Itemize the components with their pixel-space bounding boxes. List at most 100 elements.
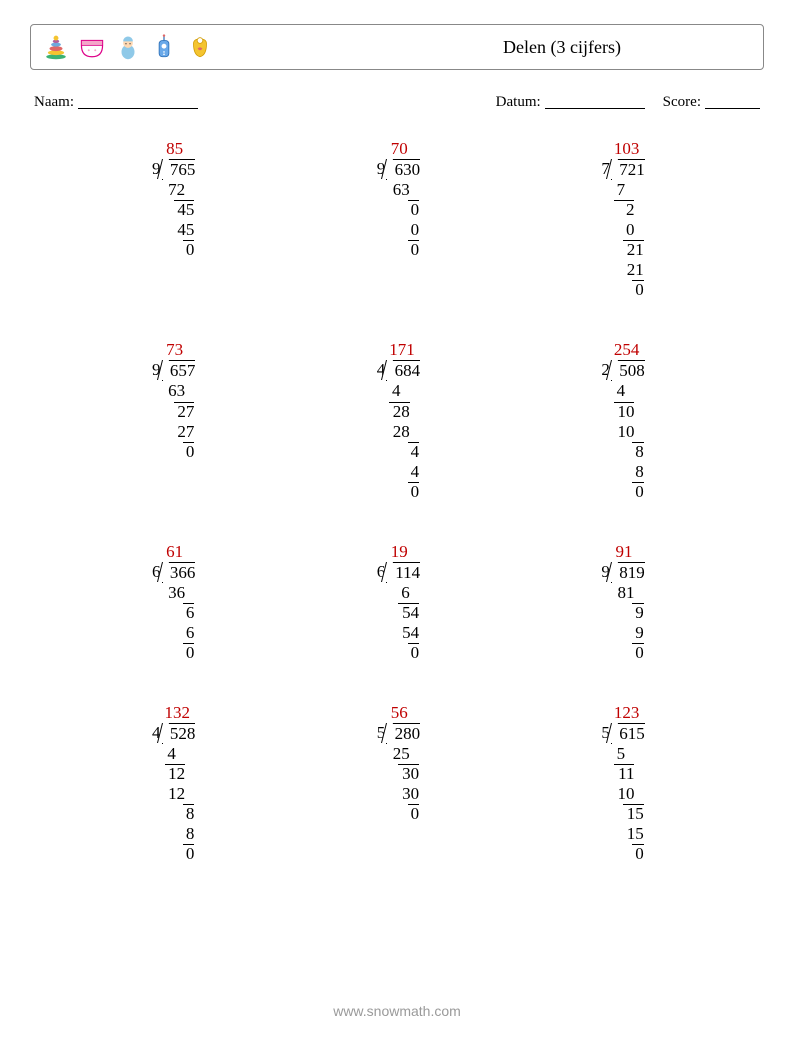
step-line: 8 [610,462,644,482]
step-line: 4 [385,442,419,462]
work-steps: 41010880 [610,381,644,501]
division-problem: 70963063000 [295,139,500,300]
step-line: 8 [161,804,195,824]
step-line: 36 [161,583,195,603]
step-line: 27 [161,402,195,422]
dividend: 630 [390,160,420,180]
step-line: 0 [610,220,644,240]
date-blank[interactable] [545,94,645,109]
division-problem: 103772172021210 [519,139,724,300]
quotient: 132 [149,703,183,723]
step-line: 15 [610,824,644,844]
date-label: Datum: [496,94,541,111]
work-steps: 42828440 [385,381,419,501]
work-steps: 41212880 [161,744,195,864]
quotient: 61 [149,542,183,562]
dividend: 765 [166,160,196,180]
score-label: Score: [663,94,701,111]
name-blank[interactable] [78,94,198,109]
division-problem: 196114654540 [295,542,500,663]
dividend: 528 [166,724,196,744]
dividend: 280 [390,724,420,744]
diaper-icon [79,34,105,60]
step-line: 4 [161,744,195,764]
step-line: 63 [385,180,419,200]
name-label: Naam: [34,94,74,111]
work-steps: 63000 [385,180,419,260]
division-problem: 12356155111015150 [519,703,724,864]
step-line: 0 [610,280,644,300]
step-line: 2 [610,200,644,220]
dividend: 366 [166,563,196,583]
score-blank[interactable] [705,94,760,109]
monitor-icon [151,34,177,60]
step-line: 28 [385,402,419,422]
quotient: 91 [599,542,633,562]
work-steps: 654540 [385,583,419,663]
info-line: Naam: Datum: Score: [30,94,764,111]
step-line: 7 [610,180,644,200]
step-line: 0 [161,643,195,663]
work-steps: 7245450 [161,180,195,260]
step-line: 21 [610,260,644,280]
step-line: 0 [161,240,195,260]
quotient: 85 [149,139,183,159]
dividend: 114 [390,563,420,583]
step-line: 0 [385,220,419,240]
dividend: 657 [166,361,196,381]
dividend: 684 [390,361,420,381]
bib-icon [187,34,213,60]
worksheet-title: Delen (3 cijfers) [503,37,621,58]
stack-toy-icon [43,34,69,60]
dividend: 721 [615,160,645,180]
step-line: 8 [161,824,195,844]
dividend: 615 [615,724,645,744]
step-line: 11 [610,764,644,784]
work-steps: 2530300 [385,744,419,824]
division-problem: 7396576327270 [70,340,275,501]
step-line: 0 [161,844,195,864]
step-line: 0 [385,200,419,220]
quotient: 70 [374,139,408,159]
step-line: 54 [385,623,419,643]
step-line: 63 [161,381,195,401]
step-line: 4 [610,381,644,401]
step-line: 45 [161,200,195,220]
step-line: 72 [161,180,195,200]
footer-url: www.snowmath.com [0,1003,794,1019]
division-problem: 61636636660 [70,542,275,663]
step-line: 12 [161,764,195,784]
step-line: 54 [385,603,419,623]
quotient: 103 [599,139,633,159]
work-steps: 6327270 [161,381,195,461]
step-line: 4 [385,381,419,401]
step-line: 28 [385,422,419,442]
work-steps: 81990 [610,583,644,663]
work-steps: 72021210 [610,180,644,300]
division-problem: 8597657245450 [70,139,275,300]
step-line: 0 [385,804,419,824]
problems-grid: 8597657245450709630630001037721720212107… [30,139,764,864]
step-line: 0 [385,482,419,502]
step-line: 0 [385,240,419,260]
dividend: 819 [615,563,645,583]
step-line: 0 [161,442,195,462]
division-problem: 254250841010880 [519,340,724,501]
step-line: 5 [610,744,644,764]
step-line: 27 [161,422,195,442]
step-line: 30 [385,784,419,804]
step-line: 6 [161,623,195,643]
step-line: 10 [610,402,644,422]
step-line: 0 [610,844,644,864]
step-line: 12 [161,784,195,804]
quotient: 56 [374,703,408,723]
baby-icon [115,34,141,60]
step-line: 10 [610,422,644,442]
step-line: 8 [610,442,644,462]
step-line: 9 [610,603,644,623]
step-line: 0 [610,482,644,502]
work-steps: 5111015150 [610,744,644,864]
step-line: 6 [385,583,419,603]
step-line: 25 [385,744,419,764]
step-line: 21 [610,240,644,260]
